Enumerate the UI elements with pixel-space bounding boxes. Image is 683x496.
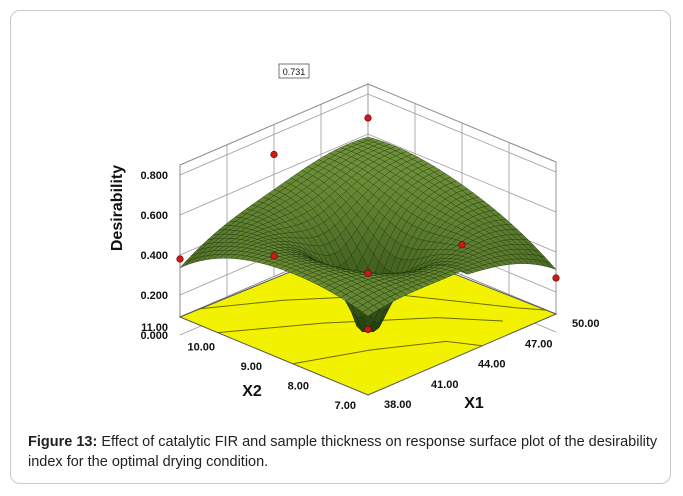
x-axis-title: X1 — [464, 395, 484, 412]
x-tick-label: 41.00 — [431, 379, 459, 391]
y-tick-label: 8.00 — [288, 381, 309, 393]
z-tick-label: 0.400 — [140, 250, 168, 262]
design-point — [364, 114, 372, 122]
design-point — [270, 150, 278, 159]
figure-caption: Figure 13: Effect of catalytic FIR and s… — [28, 432, 658, 472]
design-point — [458, 241, 466, 249]
caption-label: Figure 13: — [28, 434, 98, 450]
floor-contour — [292, 340, 483, 365]
x-tick-label: 47.00 — [525, 338, 553, 350]
surface-patch — [362, 308, 374, 317]
x-tick-label: 38.00 — [384, 399, 412, 411]
annotation-text: 0.731 — [283, 67, 306, 77]
y-tick-label: 11.00 — [141, 322, 168, 334]
z-tick-label: 0.600 — [140, 210, 168, 222]
z-tick-label: 0.000 — [140, 330, 168, 342]
design-point — [552, 274, 560, 282]
annotation-frame — [278, 63, 310, 79]
x-tick-label: 44.00 — [478, 359, 506, 371]
y-axis-title: X2 — [242, 383, 262, 400]
design-points — [176, 114, 560, 334]
desirability-surface — [179, 136, 557, 333]
z-axis-title: Desirability — [109, 165, 126, 251]
design-point — [176, 255, 184, 263]
design-point — [364, 325, 372, 334]
y-tick-label: 7.00 — [335, 400, 356, 412]
x-tick-label: 50.00 — [572, 318, 600, 330]
z-tick-label: 0.800 — [140, 170, 168, 182]
z-tick-label: 0.200 — [140, 290, 168, 302]
y-tick-label: 10.00 — [187, 342, 215, 354]
caption-text: Effect of catalytic FIR and sample thick… — [28, 434, 658, 470]
design-point — [364, 269, 372, 277]
axis-labels: 0.000 0.200 0.400 0.600 0.800 38.00 41.00 44.00… — [109, 165, 600, 412]
y-tick-label: 9.00 — [241, 361, 262, 373]
design-point — [270, 252, 278, 260]
annotation-box: 0.731 — [278, 63, 310, 79]
